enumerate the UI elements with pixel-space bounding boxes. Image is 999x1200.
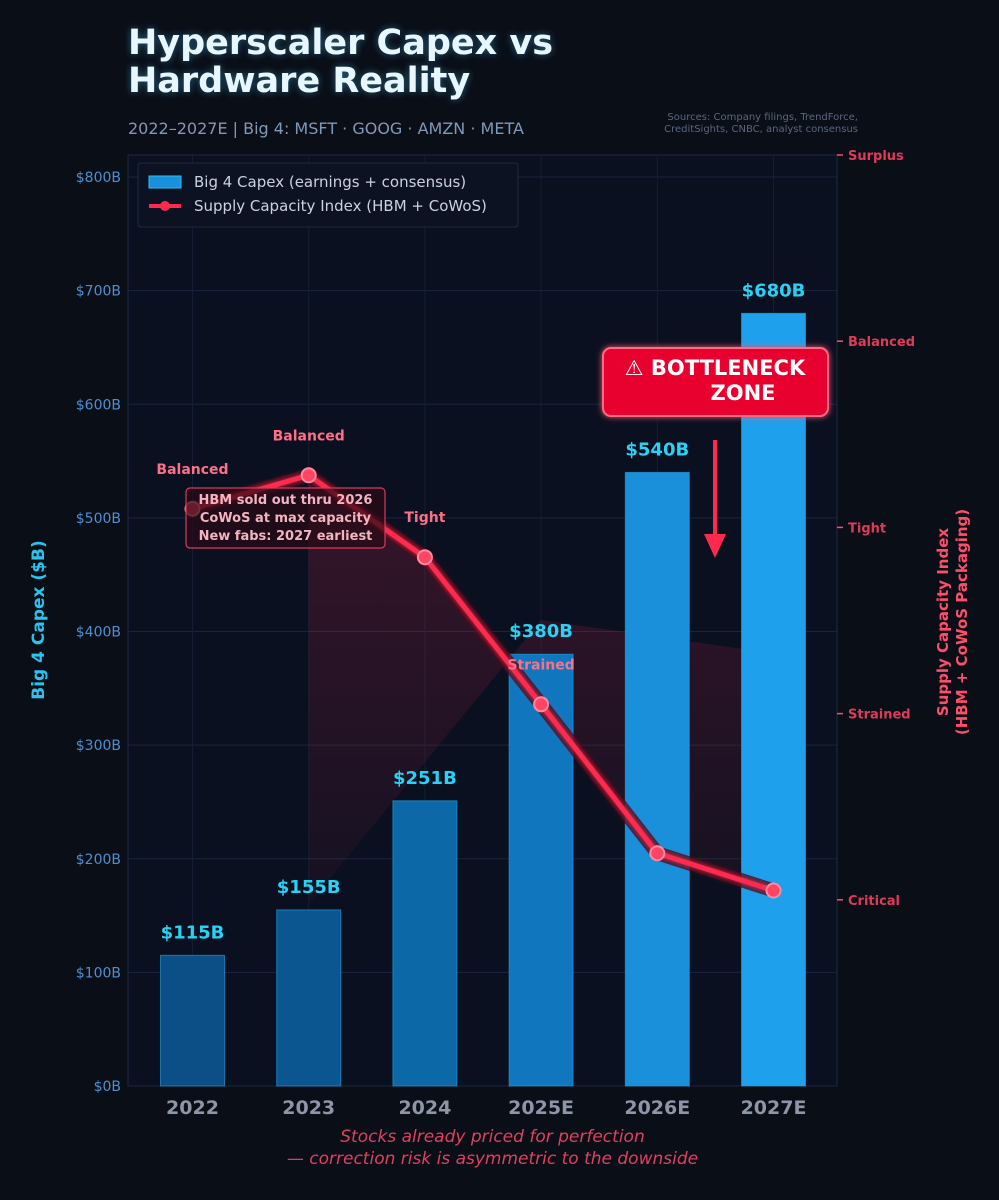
y-axis-right: Critical Strained Tight Balanced Surplus [837, 149, 915, 909]
supply-point [416, 549, 433, 566]
x-tick-label: 2026E [624, 1097, 690, 1119]
x-tick-label: 2023 [282, 1097, 335, 1119]
capex-bar [392, 800, 458, 1087]
sources-note: Sources: Company filings, TrendForce, Cr… [618, 112, 858, 136]
capex-bar-label: $680B [742, 280, 806, 301]
fabs-annotation-line3: New fabs: 2027 earliest [199, 529, 373, 544]
supply-line [184, 467, 782, 899]
capex-bar [160, 954, 225, 1087]
capex-bar-label: $540B [625, 439, 689, 460]
footnote-line1: Stocks already priced for perfection [340, 1127, 645, 1147]
y-tick-label: $0B [94, 1079, 121, 1095]
supply-point [300, 467, 317, 484]
capex-bar-label: $115B [161, 922, 225, 943]
y2-tick-label: Strained [848, 708, 911, 723]
sources-line1: Sources: Company filings, TrendForce, [667, 112, 858, 123]
legend: Big 4 Capex (earnings + consensus) Suppl… [137, 162, 519, 228]
fabs-annotation: HBM sold out thru 2026 CoWoS at max capa… [185, 487, 386, 549]
chart-subtitle: 2022–2027E | Big 4: MSFT · GOOG · AMZN ·… [128, 119, 524, 138]
legend-box [137, 162, 519, 228]
bottleneck-callout: ⚠ BOTTLENECK ZONE [602, 347, 829, 558]
x-tick-label: 2027E [741, 1097, 807, 1119]
y-tick-label: $400B [76, 625, 121, 641]
supply-point-label: Strained [507, 657, 574, 673]
x-axis: 2022 2023 2024 2025E 2026E 2027E [166, 1097, 806, 1119]
y-tick-label: $200B [76, 852, 121, 868]
supply-point [765, 882, 782, 899]
capex-bar-label: $251B [393, 768, 457, 789]
capex-bar-label: $155B [277, 877, 341, 898]
supply-point-label: Balanced [156, 462, 228, 478]
bottleneck-arrow-head [704, 534, 726, 558]
legend-supply-marker [160, 201, 170, 211]
y2-axis-label-line2: (HBM + CoWoS Packaging) [953, 509, 971, 735]
y2-tick-label: Critical [848, 894, 900, 909]
bottleneck-title-line1: ⚠ BOTTLENECK [625, 356, 806, 380]
capex-bar [741, 312, 806, 1087]
x-tick-label: 2025E [508, 1097, 574, 1119]
supply-point [649, 845, 666, 862]
capex-bar [624, 471, 690, 1087]
bottleneck-box [602, 347, 829, 417]
legend-capex-label: Big 4 Capex (earnings + consensus) [194, 173, 466, 191]
y-tick-label: $600B [76, 397, 121, 413]
chart-title-line1: Hyperscaler Capex vs [128, 23, 554, 63]
footnote-line2: — correction risk is asymmetric to the d… [286, 1149, 699, 1169]
y-tick-label: $700B [76, 284, 121, 300]
fabs-annotation-line2: CoWoS at max capacity [200, 511, 372, 526]
capex-bar [508, 653, 574, 1087]
y2-tick-label: Tight [848, 521, 886, 536]
y-tick-label: $800B [76, 170, 121, 186]
chart-title-line2: Hardware Reality [128, 61, 471, 101]
y-axis-label: Big 4 Capex ($B) [29, 540, 49, 699]
supply-point [533, 696, 550, 713]
plot-area: $115B$155B$251B$380B$540B$680B BalancedB… [127, 154, 838, 1087]
bottleneck-title-line2: ZONE [711, 381, 776, 405]
x-tick-label: 2024 [398, 1097, 451, 1119]
footnote: Stocks already priced for perfection — c… [0, 1126, 985, 1170]
fabs-annotation-box [185, 487, 386, 549]
supply-point-labels: Balanced Balanced Tight Strained [156, 428, 574, 673]
legend-supply-label: Supply Capacity Index (HBM + CoWoS) [194, 197, 487, 215]
sources-line2: CreditSights, CNBC, analyst consensus [664, 124, 858, 135]
supply-line-path [191, 472, 775, 893]
chart-title: Hyperscaler Capex vs Hardware Reality [128, 24, 553, 100]
y2-axis-label-line1: Supply Capacity Index [934, 528, 952, 716]
y-axis-left: $0B $100B $200B $300B $400B $500B $600B $700B $8… [76, 170, 121, 1095]
y-tick-label: $300B [76, 738, 121, 754]
y-tick-label: $500B [76, 511, 121, 527]
supply-point-label: Balanced [273, 428, 345, 444]
capex-bar-label: $380B [509, 621, 573, 642]
capex-bars [160, 312, 806, 1087]
capex-bar-labels: $115B $155B $251B $380B $540B $680B [161, 280, 806, 943]
y-tick-label: $100B [76, 965, 121, 981]
legend-capex-swatch [148, 175, 182, 189]
x-tick-label: 2022 [166, 1097, 219, 1119]
supply-point-label: Tight [404, 510, 445, 526]
capex-bar [276, 909, 342, 1087]
y2-tick-label: Balanced [848, 335, 915, 350]
y2-tick-label: Surplus [848, 149, 904, 164]
fabs-annotation-line1: HBM sold out thru 2026 [199, 493, 373, 508]
